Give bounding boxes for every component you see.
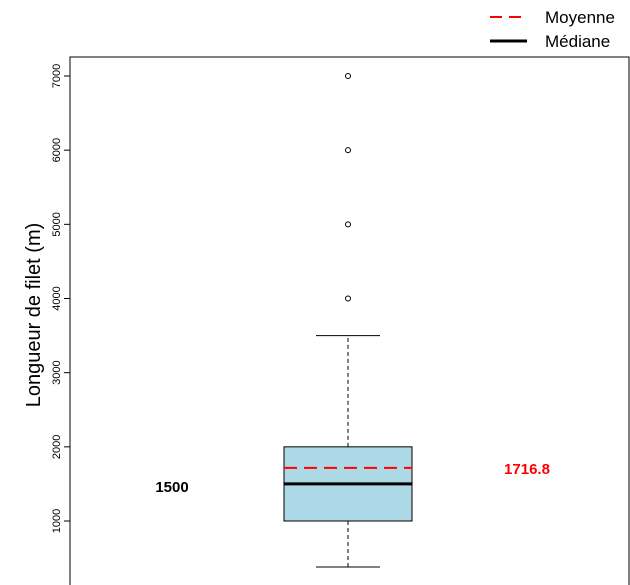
legend: Moyenne Médiane <box>490 8 615 51</box>
outlier-point <box>345 147 351 154</box>
outlier-point <box>345 221 351 228</box>
y-tick-label: 3000 <box>51 360 63 384</box>
outliers <box>345 73 351 302</box>
plot-frame <box>69 56 630 585</box>
y-tick-label: 6000 <box>51 138 63 162</box>
mean-value-label: 1716.8 <box>504 461 550 478</box>
y-tick-label: 7000 <box>51 64 63 88</box>
median-value-label: 1500 <box>155 479 188 496</box>
y-tick-label: 2000 <box>51 435 63 459</box>
y-tick-label: 4000 <box>51 286 63 310</box>
y-axis: 1000 2000 3000 4000 5000 6000 7000 <box>51 64 70 533</box>
legend-median-label: Médiane <box>545 32 610 51</box>
y-axis-label: Longueur de filet (m) <box>23 223 45 408</box>
boxplot <box>283 73 413 568</box>
y-tick-label: 1000 <box>51 509 63 533</box>
outlier-point <box>345 295 351 302</box>
y-tick-label: 5000 <box>51 212 63 236</box>
outlier-point <box>345 73 351 79</box>
legend-mean-label: Moyenne <box>545 8 615 27</box>
